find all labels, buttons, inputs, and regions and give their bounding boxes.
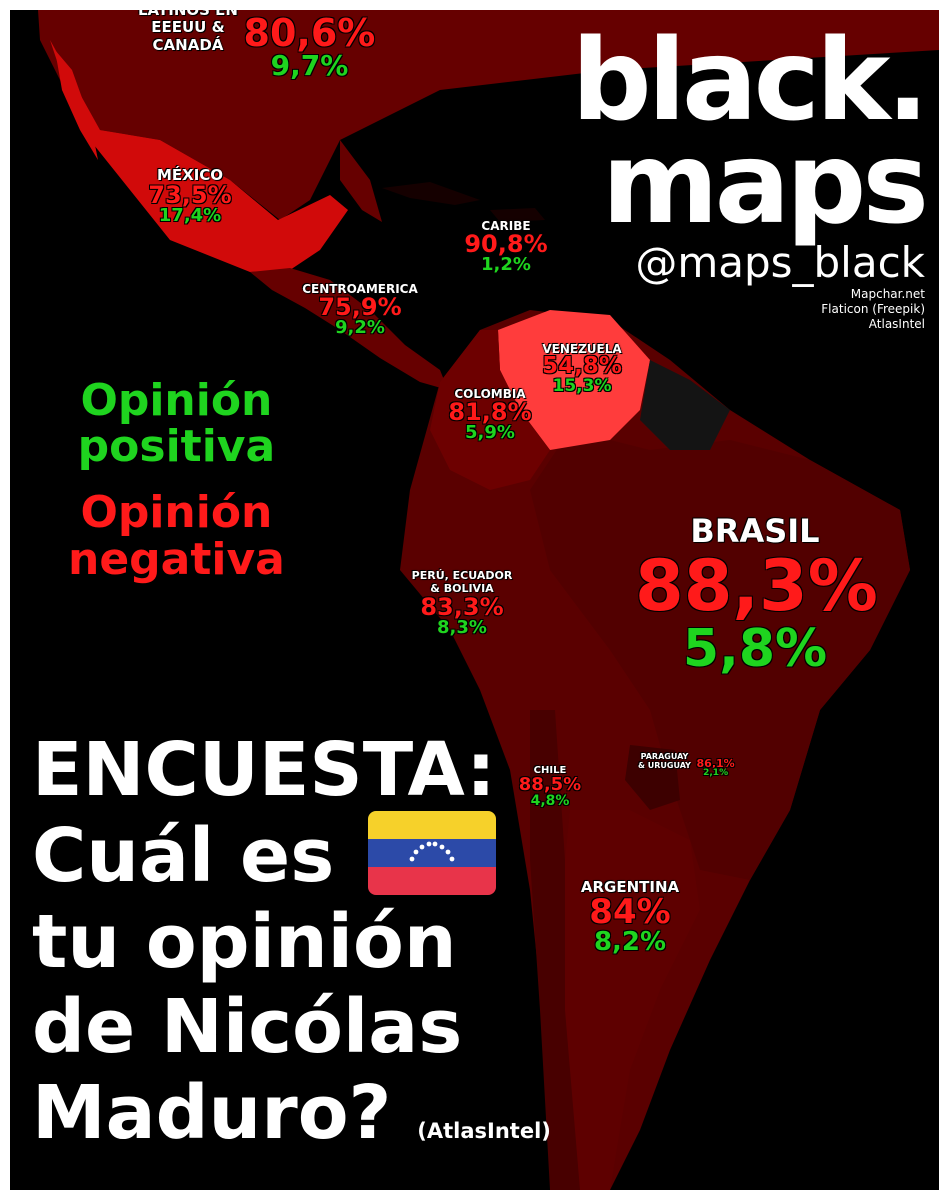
caribe-negative-value: 90,8% bbox=[464, 230, 548, 258]
label-chile: CHILE 88,5% 4,8% bbox=[510, 765, 590, 809]
question-line-1: ENCUESTA: bbox=[32, 727, 496, 813]
chile-name: CHILE bbox=[533, 765, 567, 776]
centroamerica-positive-value: 9,2% bbox=[335, 317, 385, 338]
label-mexico: MÉXICO 73,5% 17,4% bbox=[140, 168, 240, 225]
legend-positive-line-1: Opinión bbox=[80, 375, 273, 426]
label-argentina: ARGENTINA 84% 8,2% bbox=[570, 878, 690, 957]
source-credit-2: Flaticon (Freepik) bbox=[821, 302, 925, 317]
region-brasil bbox=[530, 430, 910, 880]
question-line-5: Maduro? bbox=[32, 1070, 392, 1157]
legend-positive-line-2: positiva bbox=[77, 421, 276, 473]
latinos-negative-value: 80,6% bbox=[243, 11, 376, 55]
paraguay-name-line-2: & URUGUAY bbox=[638, 761, 691, 771]
brand-block: black. maps @maps_black Mapchar.net Flat… bbox=[571, 16, 929, 332]
region-venezuela bbox=[498, 310, 650, 450]
region-colombia bbox=[430, 330, 550, 490]
latinos-name-line-2: EEEUU & bbox=[151, 18, 225, 37]
brasil-name: BRASIL bbox=[690, 512, 820, 550]
label-caribe: CARIBE 90,8% 1,2% bbox=[456, 220, 556, 274]
question-line-4: de Nicólas bbox=[32, 984, 463, 1071]
florida-shape bbox=[340, 140, 382, 222]
brasil-positive-value: 5,8% bbox=[682, 619, 828, 679]
question-line-2-wrap: Cuál es bbox=[32, 811, 551, 900]
latinos-name-line-3: CANADÁ bbox=[152, 35, 224, 54]
label-brasil: BRASIL 88,3% 5,8% bbox=[635, 512, 878, 679]
peru-negative-value: 83,3% bbox=[420, 593, 504, 622]
mexico-positive-value: 17,4% bbox=[158, 205, 222, 226]
venezuela-flag-icon bbox=[368, 811, 497, 896]
region-mexico bbox=[50, 40, 348, 272]
peru-positive-value: 8,3% bbox=[437, 617, 487, 639]
region-caribe-cuba bbox=[382, 182, 480, 205]
argentina-positive-value: 8,2% bbox=[593, 927, 667, 957]
centroamerica-name: CENTROAMERICA bbox=[302, 282, 418, 296]
chile-negative-value: 88,5% bbox=[518, 774, 582, 795]
latinos-name-line-1: LATINOS EN bbox=[138, 10, 238, 19]
source-credit-3: AtlasIntel bbox=[868, 317, 925, 332]
mexico-name: MÉXICO bbox=[156, 166, 224, 184]
label-centroamerica: CENTROAMERICA 75,9% 9,2% bbox=[300, 283, 420, 337]
map bbox=[38, 10, 939, 1190]
paraguay-negative-value: 86,1% bbox=[696, 757, 735, 770]
argentina-name: ARGENTINA bbox=[580, 878, 680, 896]
chile-positive-value: 4,8% bbox=[530, 793, 570, 809]
brand-title-line-1: black. bbox=[571, 16, 929, 146]
region-latinos-eeuu-canada bbox=[38, 10, 939, 220]
region-paraguay-uruguay bbox=[625, 745, 680, 810]
label-venezuela: VENEZUELA 54,8% 15,3% bbox=[532, 343, 632, 395]
map-poster: LATINOS EN EEEUU & CANADÁ 80,6% 9,7% MÉX… bbox=[10, 10, 939, 1190]
venezuela-name: VENEZUELA bbox=[542, 342, 622, 356]
venezuela-positive-value: 15,3% bbox=[552, 376, 612, 396]
question-source: (AtlasIntel) bbox=[417, 1119, 551, 1144]
region-caribe-hispaniola bbox=[490, 208, 545, 222]
venezuela-negative-value: 54,8% bbox=[542, 353, 622, 379]
latinos-positive-value: 9,7% bbox=[270, 49, 349, 82]
label-colombia: COLOMBIA 81,8% 5,9% bbox=[440, 388, 540, 442]
paraguay-positive-value: 2,1% bbox=[703, 768, 729, 778]
brand-title-line-2: maps bbox=[601, 119, 929, 250]
colombia-name: COLOMBIA bbox=[454, 387, 526, 401]
argentina-negative-value: 84% bbox=[589, 892, 671, 932]
caribe-positive-value: 1,2% bbox=[481, 254, 531, 275]
region-argentina bbox=[555, 810, 700, 1190]
source-credit-1: Mapchar.net bbox=[850, 287, 925, 302]
label-peru-ecuador-bolivia: PERÚ, ECUADOR & BOLIVIA 83,3% 8,3% bbox=[402, 569, 522, 639]
legend-negative: Opinión negativa bbox=[68, 487, 285, 585]
legend: Opinión positiva Opinión negativa bbox=[68, 375, 285, 585]
colombia-positive-value: 5,9% bbox=[465, 422, 515, 443]
legend-negative-line-1: Opinión bbox=[80, 487, 273, 539]
peru-name-line-1: PERÚ, ECUADOR bbox=[411, 569, 513, 582]
label-latinos: LATINOS EN EEEUU & CANADÁ 80,6% 9,7% bbox=[138, 10, 378, 80]
brasil-negative-value: 88,3% bbox=[635, 545, 878, 627]
region-chile bbox=[530, 710, 580, 1190]
paraguay-name-line-1: PARAGUAY bbox=[640, 752, 689, 761]
caribe-name: CARIBE bbox=[481, 219, 531, 233]
label-paraguay-uruguay: PARAGUAY & URUGUAY 86,1% 2,1% bbox=[638, 752, 735, 778]
survey-question: ENCUESTA: Cuál es bbox=[32, 727, 551, 1157]
brand-handle: @maps_black bbox=[635, 238, 925, 288]
question-line-3: tu opinión bbox=[32, 898, 457, 985]
peru-name-line-2: & BOLIVIA bbox=[430, 581, 494, 595]
legend-positive: Opinión positiva bbox=[68, 375, 285, 473]
question-line-5-wrap: Maduro? (AtlasIntel) bbox=[32, 1070, 551, 1157]
region-centroamerica bbox=[250, 268, 448, 390]
legend-negative-line-2: negativa bbox=[68, 533, 285, 585]
region-guianas bbox=[640, 360, 730, 450]
baja-california-shape bbox=[55, 50, 98, 160]
question-line-2: Cuál es bbox=[32, 812, 335, 899]
mexico-negative-value: 73,5% bbox=[148, 181, 232, 209]
centroamerica-negative-value: 75,9% bbox=[318, 293, 402, 321]
colombia-negative-value: 81,8% bbox=[448, 398, 532, 426]
